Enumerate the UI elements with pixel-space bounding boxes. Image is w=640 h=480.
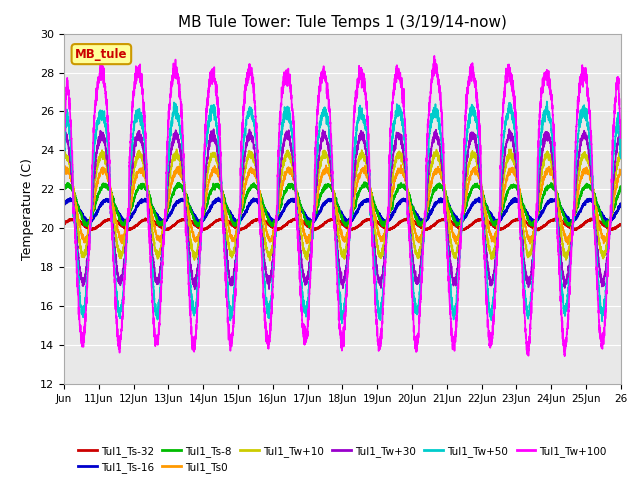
Tul1_Tw+100	[617, 133, 625, 139]
Tul1_Ts-32	[534, 228, 542, 233]
Tul1_Tw+50	[476, 153, 483, 158]
Tul1_Tw+30	[506, 126, 513, 132]
Tul1_Ts-32	[273, 227, 281, 232]
Tul1_Ts-8	[361, 179, 369, 185]
Tul1_Ts-8	[476, 185, 483, 191]
Tul1_Ts-16	[394, 202, 402, 208]
Tul1_Ts-32	[422, 227, 430, 233]
Tul1_Tw+30	[476, 166, 483, 172]
Tul1_Ts0	[422, 210, 430, 216]
Text: MB_tule: MB_tule	[75, 48, 127, 60]
Tul1_Tw+30	[191, 287, 198, 292]
Tul1_Ts-32	[476, 217, 483, 223]
Tul1_Ts-32	[60, 222, 68, 228]
Tul1_Ts-8	[60, 187, 68, 193]
Tul1_Ts-16	[617, 201, 625, 206]
Line: Tul1_Tw+100: Tul1_Tw+100	[64, 56, 621, 356]
Tul1_Tw+30	[161, 216, 169, 222]
Line: Tul1_Ts-16: Tul1_Ts-16	[64, 198, 621, 224]
Tul1_Tw+50	[422, 197, 430, 203]
Tul1_Tw+10	[617, 150, 625, 156]
Tul1_Ts-16	[476, 197, 483, 203]
Tul1_Ts0	[617, 168, 625, 174]
Tul1_Tw+10	[394, 153, 402, 159]
Tul1_Tw+50	[60, 161, 68, 167]
Tul1_Tw+30	[394, 131, 402, 136]
Tul1_Tw+30	[422, 204, 430, 210]
Tul1_Ts-8	[306, 224, 314, 230]
Tul1_Ts-8	[394, 186, 402, 192]
Tul1_Ts-16	[568, 221, 576, 227]
Tul1_Ts0	[273, 214, 280, 219]
Tul1_Ts-8	[518, 198, 526, 204]
Tul1_Ts-16	[60, 201, 68, 207]
Tul1_Tw+100	[476, 133, 483, 139]
Tul1_Tw+50	[543, 98, 550, 104]
Tul1_Ts0	[518, 205, 525, 211]
Tul1_Tw+50	[338, 321, 346, 326]
Tul1_Tw+50	[518, 245, 525, 251]
Tul1_Ts0	[397, 162, 405, 168]
Tul1_Tw+100	[394, 74, 402, 80]
Tul1_Ts-8	[273, 215, 280, 221]
Tul1_Tw+30	[518, 231, 526, 237]
Tul1_Tw+50	[617, 155, 625, 161]
Line: Tul1_Tw+10: Tul1_Tw+10	[64, 149, 621, 261]
Tul1_Ts-8	[161, 216, 169, 222]
Tul1_Ts-16	[273, 217, 280, 223]
Tul1_Tw+10	[476, 172, 483, 178]
Tul1_Ts-8	[617, 186, 625, 192]
Tul1_Tw+10	[60, 150, 68, 156]
Tul1_Tw+10	[266, 258, 273, 264]
Tul1_Tw+50	[394, 103, 402, 108]
Y-axis label: Temperature (C): Temperature (C)	[22, 158, 35, 260]
Tul1_Ts-32	[161, 226, 169, 232]
Tul1_Ts-16	[518, 201, 525, 206]
Tul1_Tw+100	[431, 53, 438, 59]
Tul1_Tw+30	[60, 129, 68, 135]
Tul1_Ts-16	[475, 195, 483, 201]
Tul1_Tw+100	[561, 353, 568, 359]
Tul1_Tw+10	[422, 206, 430, 212]
Tul1_Ts-32	[617, 222, 625, 228]
Tul1_Tw+100	[161, 212, 169, 218]
Tul1_Tw+10	[161, 215, 169, 220]
Tul1_Tw+10	[173, 146, 180, 152]
Tul1_Tw+30	[273, 210, 281, 216]
Tul1_Tw+50	[161, 216, 169, 222]
Tul1_Tw+10	[273, 211, 281, 217]
Tul1_Ts-32	[518, 217, 525, 223]
Tul1_Tw+100	[60, 132, 68, 138]
Tul1_Tw+100	[422, 172, 430, 178]
Tul1_Ts-32	[394, 222, 402, 228]
Line: Tul1_Ts-8: Tul1_Ts-8	[64, 182, 621, 227]
Legend: Tul1_Ts-32, Tul1_Ts-16, Tul1_Ts-8, Tul1_Ts0, Tul1_Tw+10, Tul1_Tw+30, Tul1_Tw+50,: Tul1_Ts-32, Tul1_Ts-16, Tul1_Ts-8, Tul1_…	[74, 442, 611, 477]
Tul1_Ts-8	[422, 213, 430, 218]
Tul1_Tw+30	[617, 128, 625, 134]
Tul1_Tw+10	[518, 216, 526, 222]
Line: Tul1_Tw+30: Tul1_Tw+30	[64, 129, 621, 289]
Tul1_Ts0	[564, 241, 572, 247]
Tul1_Ts-16	[161, 217, 169, 223]
Tul1_Ts0	[394, 171, 402, 177]
Tul1_Tw+100	[273, 205, 280, 211]
Line: Tul1_Ts-32: Tul1_Ts-32	[64, 218, 621, 230]
Tul1_Ts-32	[141, 216, 149, 221]
Tul1_Tw+100	[518, 254, 525, 260]
Tul1_Ts0	[60, 167, 68, 173]
Tul1_Ts0	[476, 174, 483, 180]
Line: Tul1_Tw+50: Tul1_Tw+50	[64, 101, 621, 324]
Tul1_Ts-16	[422, 217, 430, 223]
Tul1_Ts0	[161, 217, 169, 223]
Tul1_Tw+50	[273, 214, 280, 219]
Title: MB Tule Tower: Tule Temps 1 (3/19/14-now): MB Tule Tower: Tule Temps 1 (3/19/14-now…	[178, 15, 507, 30]
Line: Tul1_Ts0: Tul1_Ts0	[64, 165, 621, 244]
